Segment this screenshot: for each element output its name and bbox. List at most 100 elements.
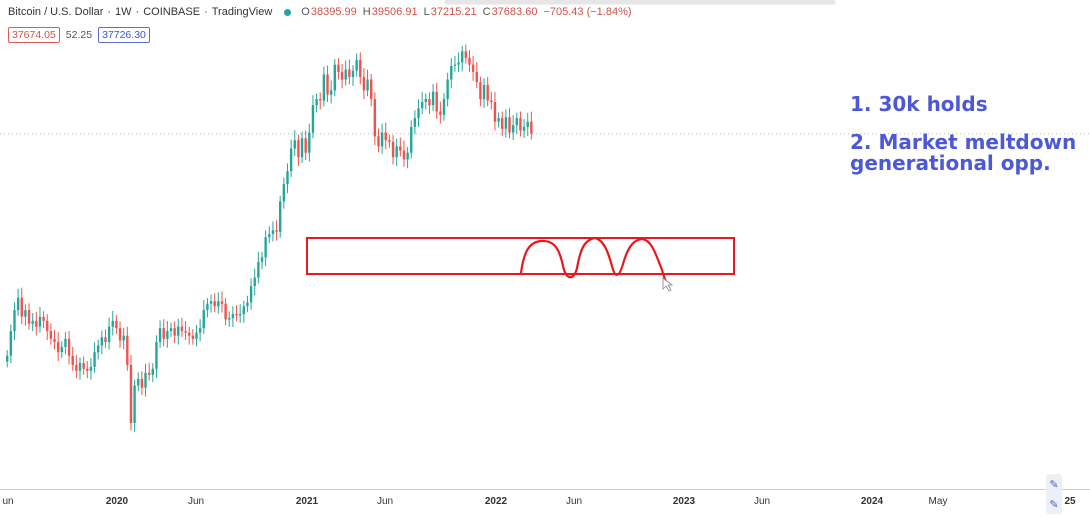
time-tick: 2020 [105,496,129,507]
candle-body [129,364,133,424]
candle-body [249,286,253,303]
candle-body [173,328,176,336]
note-line-1: 1. 30k holds [850,92,988,116]
candle-body [31,320,34,324]
candle-body [311,105,315,133]
candle-body [522,126,526,131]
candle-body [395,146,398,158]
candle-body [257,261,260,278]
candle-body [180,326,184,332]
candle-body [268,234,271,238]
candle-body [315,99,318,106]
candle-body [46,320,49,332]
annotation-notes: 1. 30k holds 2. Market meltdown generati… [850,94,1076,174]
low-value: 37215.21 [430,6,477,18]
candle-body [424,99,427,103]
candle-body [126,335,129,365]
candle-body [162,328,165,339]
pencil-icon[interactable]: ✎ [1049,498,1059,511]
time-axis[interactable]: un 2020 Jun 2021 Jun 2022 Jun 2023 Jun 2… [0,489,1090,517]
candle-body [450,65,453,80]
candle-body [111,320,114,327]
time-tick: Jun [565,496,583,507]
candle-body [169,328,173,332]
candle-body [402,150,406,160]
candle-body [479,82,482,100]
candle-body [428,99,431,106]
candle-body [42,316,45,321]
candle-body [482,84,486,100]
candle-body [260,257,264,262]
candle-body [24,310,27,317]
candle-body [78,363,82,371]
candle-body [413,118,417,127]
candle-body [526,121,529,127]
source-label: TradingView [211,6,273,18]
symbol-header: Bitcoin / U.S. Dollar · 1W · COINBASE · … [8,6,638,18]
candle-body [155,342,158,369]
candle-body [147,372,151,375]
change-value: −705.43 (−1.84%) [543,6,632,18]
market-status-icon[interactable] [284,8,292,16]
candle-body [366,79,369,91]
candle-body [501,118,504,129]
candle-body [238,314,242,316]
candle-body [184,331,187,333]
candle-body [435,91,438,112]
candle-body [530,121,533,134]
note-line-2a: 2. Market meltdown [850,130,1077,154]
interval-label[interactable]: 1W [115,6,132,18]
candle-body [67,338,71,356]
candle-body [133,385,136,424]
candle-body [351,70,355,77]
candle-body [377,136,380,147]
candle-body [370,79,373,100]
candle-body [308,132,311,153]
drawing-tools-panel[interactable]: ✎ ✎ [1046,474,1062,514]
candle-body [151,368,154,375]
candle-body [64,338,67,348]
candle-body [75,364,78,371]
time-tick: 2021 [295,496,319,507]
candle-body [220,301,224,304]
note-line-2b: generational opp. [850,151,1051,175]
close-label: C [482,6,491,18]
open-label: O [301,6,310,18]
sell-price-button[interactable]: 37674.05 [8,27,60,43]
candle-body [329,90,333,95]
pencil-icon[interactable]: ✎ [1049,478,1059,491]
candle-body [49,331,53,339]
candle-body [115,320,118,329]
candle-body [319,99,322,101]
candle-body [213,301,216,307]
high-value: 39506.91 [371,6,418,18]
candle-body [442,99,446,115]
candle-body [399,146,402,151]
candle-body [231,314,235,319]
candle-body [362,76,366,91]
candle-body [515,118,518,126]
separator: · [107,6,112,18]
symbol-name[interactable]: Bitcoin / U.S. Dollar [8,6,104,18]
candle-body [519,118,522,131]
candle-body [300,138,304,158]
candle-body [497,118,500,122]
candle-body [198,328,202,333]
chart-area[interactable] [0,0,1090,490]
candle-body [206,303,209,311]
candle-body [457,62,460,65]
candle-body [104,337,107,343]
time-tick: un [2,496,14,507]
candle-body [406,152,409,160]
candle-body [53,338,56,343]
open-value: 38395.99 [310,6,357,18]
time-tick: 2022 [484,496,508,507]
candle-body [417,108,420,119]
candle-body [118,328,122,341]
candle-body [333,64,336,91]
candlestick-chart[interactable] [0,0,1090,490]
candle-body [242,306,245,315]
candle-body [177,326,180,336]
buy-price-button[interactable]: 37726.30 [98,27,150,43]
exchange-label: COINBASE [143,6,201,18]
